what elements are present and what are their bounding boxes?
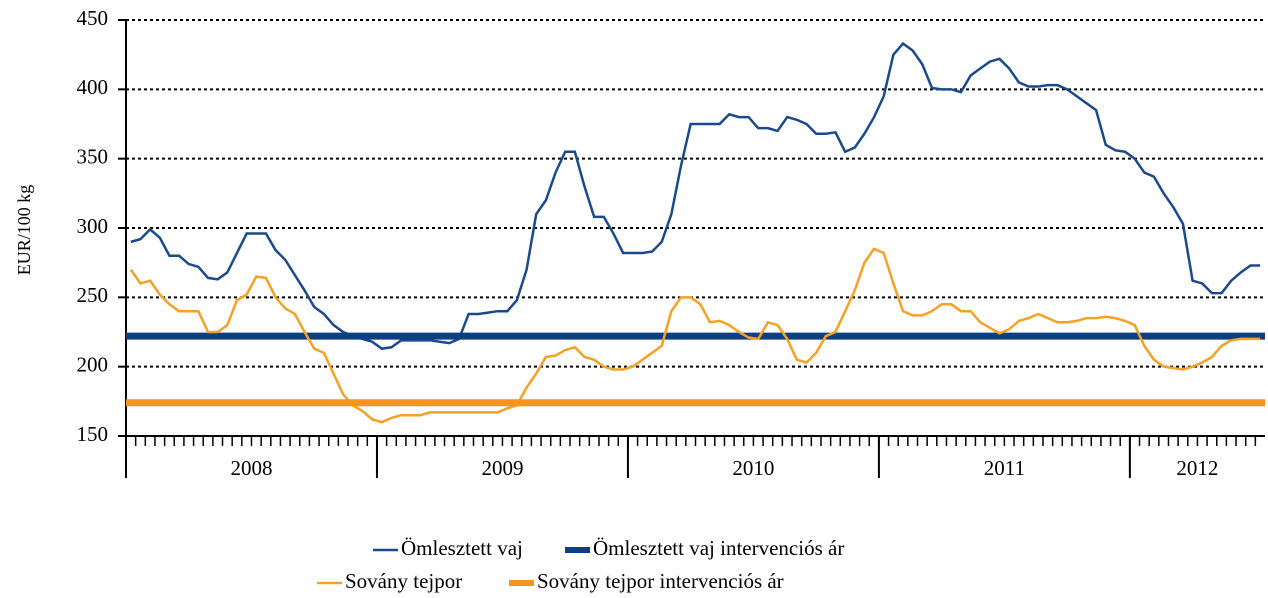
series-line — [130, 41, 1261, 350]
x-tick-label: 2009 — [481, 456, 523, 480]
x-tick-label: 2010 — [732, 456, 774, 480]
y-tick-label: 150 — [77, 422, 109, 446]
x-tick-label: 2008 — [230, 456, 272, 480]
y-tick-label: 400 — [77, 75, 109, 99]
legend-label: Ömlesztett vaj intervenciós ár — [593, 536, 844, 560]
y-tick-label: 350 — [77, 144, 109, 168]
x-tick-label: 2012 — [1176, 456, 1218, 480]
y-tick-label: 250 — [77, 283, 109, 307]
legend-label: Sovány tejpor — [345, 569, 462, 593]
y-tick-label: 300 — [77, 214, 109, 238]
y-axis-title: EUR/100 kg — [14, 185, 34, 276]
legend-label: Sovány tejpor intervenciós ár — [537, 569, 784, 593]
x-tick-label: 2011 — [984, 456, 1025, 480]
series-line — [129, 247, 1261, 424]
legend-label: Ömlesztett vaj — [401, 536, 523, 560]
y-tick-label: 450 — [77, 6, 109, 30]
y-tick-label: 200 — [77, 352, 109, 376]
